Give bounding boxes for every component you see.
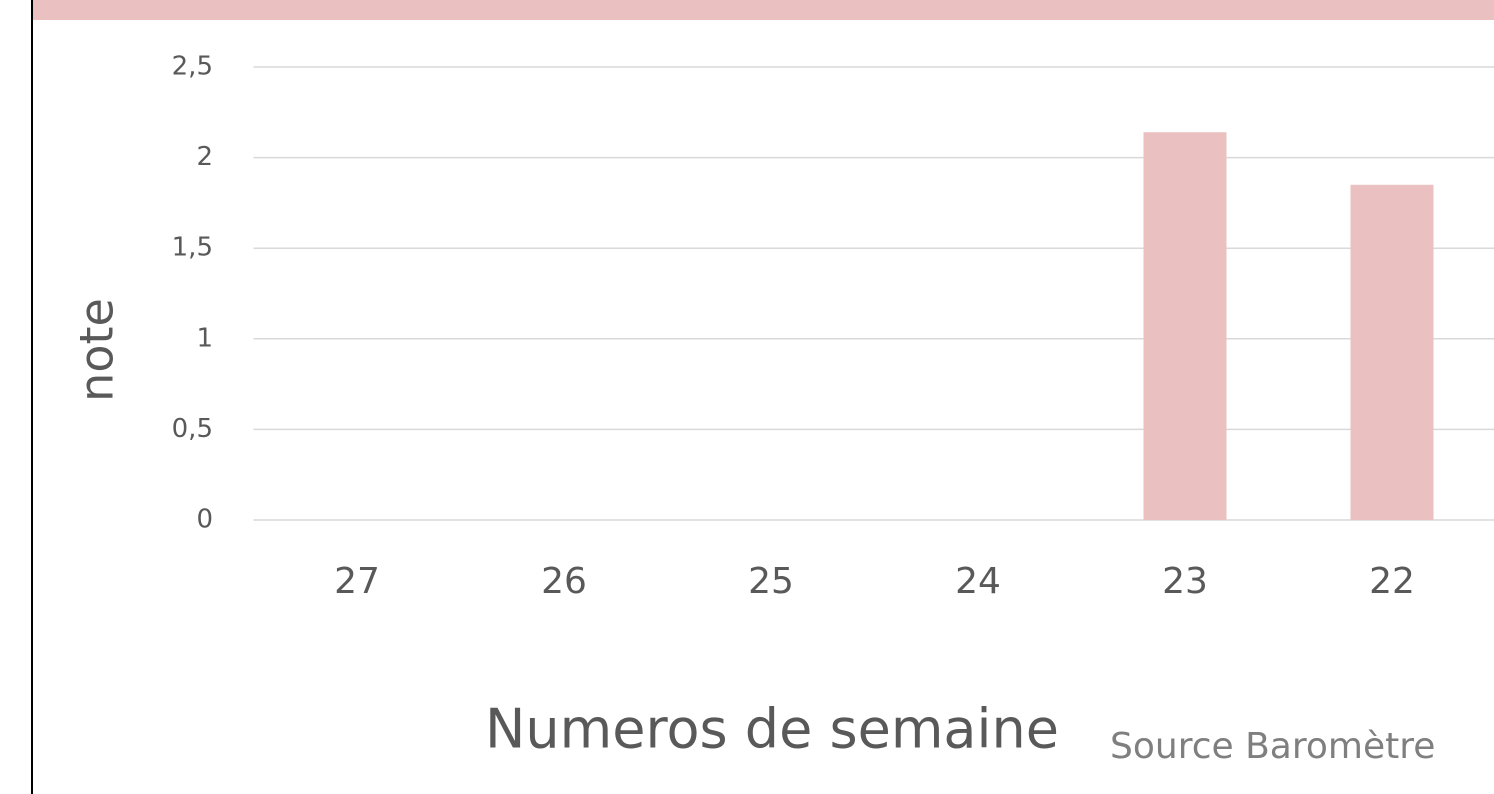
bar: [1143, 132, 1227, 520]
y-tick-label: 1: [196, 323, 213, 353]
bar: [1350, 184, 1434, 520]
y-axis-title: note: [70, 298, 124, 402]
x-tick-label: 27: [334, 561, 380, 602]
x-tick-label: 22: [1369, 561, 1415, 602]
y-tick-label: 1,5: [172, 233, 213, 263]
y-tick-label: 2,5: [172, 52, 213, 82]
x-tick-label: 24: [955, 561, 1001, 602]
y-tick-label: 0: [196, 505, 213, 535]
x-tick-label: 25: [748, 561, 794, 602]
header-band: [32, 0, 1494, 20]
x-axis-title: Numeros de semaine: [485, 698, 1059, 761]
y-tick-label: 0,5: [172, 414, 213, 444]
x-tick-label: 23: [1162, 561, 1208, 602]
y-tick-label: 2: [196, 142, 213, 172]
x-tick-label: 26: [541, 561, 587, 602]
source-note: Source Baromètre: [1110, 726, 1435, 767]
